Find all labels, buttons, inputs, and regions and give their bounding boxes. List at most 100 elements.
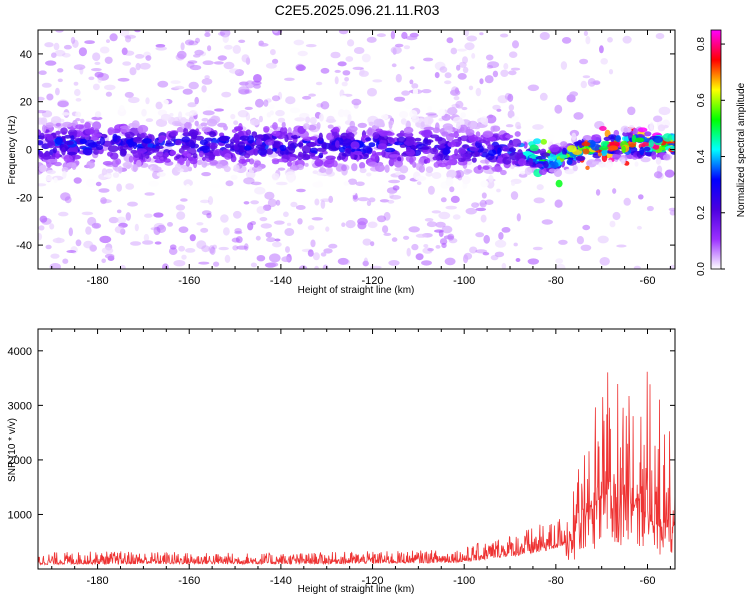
heatmap-cell xyxy=(608,69,614,75)
heatmap-cell xyxy=(218,99,227,106)
heatmap-cell xyxy=(88,76,95,81)
heatmap-cell xyxy=(196,159,203,166)
heatmap-cell xyxy=(130,241,142,246)
heatmap-cell xyxy=(73,64,86,70)
heatmap-cell xyxy=(318,132,323,141)
heatmap-cell xyxy=(238,39,246,43)
heatmap-cell xyxy=(133,136,143,144)
heatmap-cell xyxy=(560,141,568,147)
heatmap-cell xyxy=(274,238,281,242)
heatmap-cell xyxy=(340,95,348,100)
heatmap-cell xyxy=(653,115,663,123)
heatmap-cell xyxy=(368,142,376,148)
spectrogram-panel: -180 -160 -140 -120 -100 -80 -60 -40 -20 0 20 40 H… xyxy=(7,29,676,296)
heatmap-cell xyxy=(554,104,563,114)
heatmap-cell xyxy=(259,217,268,222)
heatmap-cell xyxy=(615,150,624,155)
heatmap-cell xyxy=(244,106,253,110)
heatmap-cell xyxy=(341,164,347,172)
heatmap-cell xyxy=(312,181,324,188)
heatmap-cell xyxy=(448,155,454,163)
heatmap-cell xyxy=(515,258,521,262)
heatmap-cell xyxy=(79,138,88,144)
heatmap-cell xyxy=(40,132,45,140)
heatmap-cell xyxy=(295,205,306,210)
heatmap-cell xyxy=(236,245,248,250)
heatmap-cell xyxy=(42,124,47,133)
heatmap-cell xyxy=(256,206,266,215)
heatmap-cell xyxy=(516,125,522,130)
heatmap-cell xyxy=(315,147,327,152)
heatmap-cell xyxy=(481,192,487,199)
heatmap-cell xyxy=(343,259,351,265)
heatmap-cell xyxy=(595,189,601,196)
heatmap-cell xyxy=(469,246,478,254)
heatmap-cell xyxy=(200,122,208,127)
heatmap-cell xyxy=(224,44,233,50)
heatmap-cell xyxy=(532,246,543,251)
heatmap-cell xyxy=(459,135,469,142)
heatmap-cell xyxy=(244,243,249,251)
heatmap-cell xyxy=(167,222,173,227)
heatmap-cell xyxy=(323,248,333,254)
heatmap-cell xyxy=(94,71,104,78)
x-tick-label: -60 xyxy=(640,575,656,587)
heatmap-cell xyxy=(109,33,118,42)
heatmap-cell xyxy=(213,61,224,65)
heatmap-cell xyxy=(494,251,505,258)
heatmap-cell xyxy=(388,120,393,130)
heatmap-cell xyxy=(392,185,400,191)
heatmap-cell xyxy=(46,170,56,175)
heatmap-cell xyxy=(124,34,137,39)
heatmap-cell xyxy=(448,133,460,138)
heatmap-cell xyxy=(132,150,141,158)
spectrogram-y-axis-label: Frequency (Hz) xyxy=(7,116,18,185)
heatmap-cell xyxy=(355,181,365,187)
heatmap-cell xyxy=(196,222,204,226)
heatmap-cell xyxy=(124,131,135,139)
heatmap-cell xyxy=(104,253,115,259)
heatmap-cell xyxy=(245,129,252,136)
heatmap-cell xyxy=(567,145,577,153)
heatmap-cell xyxy=(45,122,54,128)
heatmap-cell xyxy=(388,158,395,167)
heatmap-cell xyxy=(377,143,388,150)
heatmap-cell xyxy=(223,165,231,173)
heatmap-cell xyxy=(320,198,331,202)
heatmap-cell xyxy=(444,80,452,85)
heatmap-cell xyxy=(81,211,94,216)
heatmap-cell xyxy=(118,105,125,113)
colorbar: 0.0 0.2 0.4 0.6 0.8 Normalized spectral ampl… xyxy=(696,29,747,276)
heatmap-cell xyxy=(477,108,483,114)
colorbar-tick-label: 0.8 xyxy=(696,37,707,51)
heatmap-cell xyxy=(55,130,61,135)
heatmap-cell xyxy=(386,132,395,136)
heatmap-cell xyxy=(325,226,330,232)
heatmap-cell xyxy=(621,145,626,154)
heatmap-cell xyxy=(403,235,410,240)
heatmap-cell xyxy=(233,164,240,172)
heatmap-cell xyxy=(184,121,191,129)
heatmap-cell xyxy=(125,183,135,190)
heatmap-cell xyxy=(441,225,453,234)
heatmap-cell xyxy=(249,158,255,165)
heatmap-cell xyxy=(45,129,50,133)
heatmap-cell xyxy=(401,90,410,96)
snr-frame xyxy=(37,328,676,570)
heatmap-cell xyxy=(399,165,409,174)
snr-x-ticks: -180 -160 -140 -120 -100 -80 -60 xyxy=(51,329,671,587)
heatmap-cell xyxy=(243,177,255,185)
heatmap-cell xyxy=(421,146,430,150)
heatmap-cell xyxy=(210,183,220,189)
heatmap-cell xyxy=(78,47,87,57)
y-tick-label: 20 xyxy=(20,97,32,109)
heatmap-cell xyxy=(187,102,197,108)
heatmap-cell xyxy=(116,216,127,224)
heatmap-cell xyxy=(238,89,250,95)
heatmap-cell xyxy=(57,100,69,108)
heatmap-cell xyxy=(157,80,169,88)
heatmap-cell xyxy=(549,144,560,153)
heatmap-cell xyxy=(154,241,162,245)
heatmap-cell xyxy=(334,69,341,73)
